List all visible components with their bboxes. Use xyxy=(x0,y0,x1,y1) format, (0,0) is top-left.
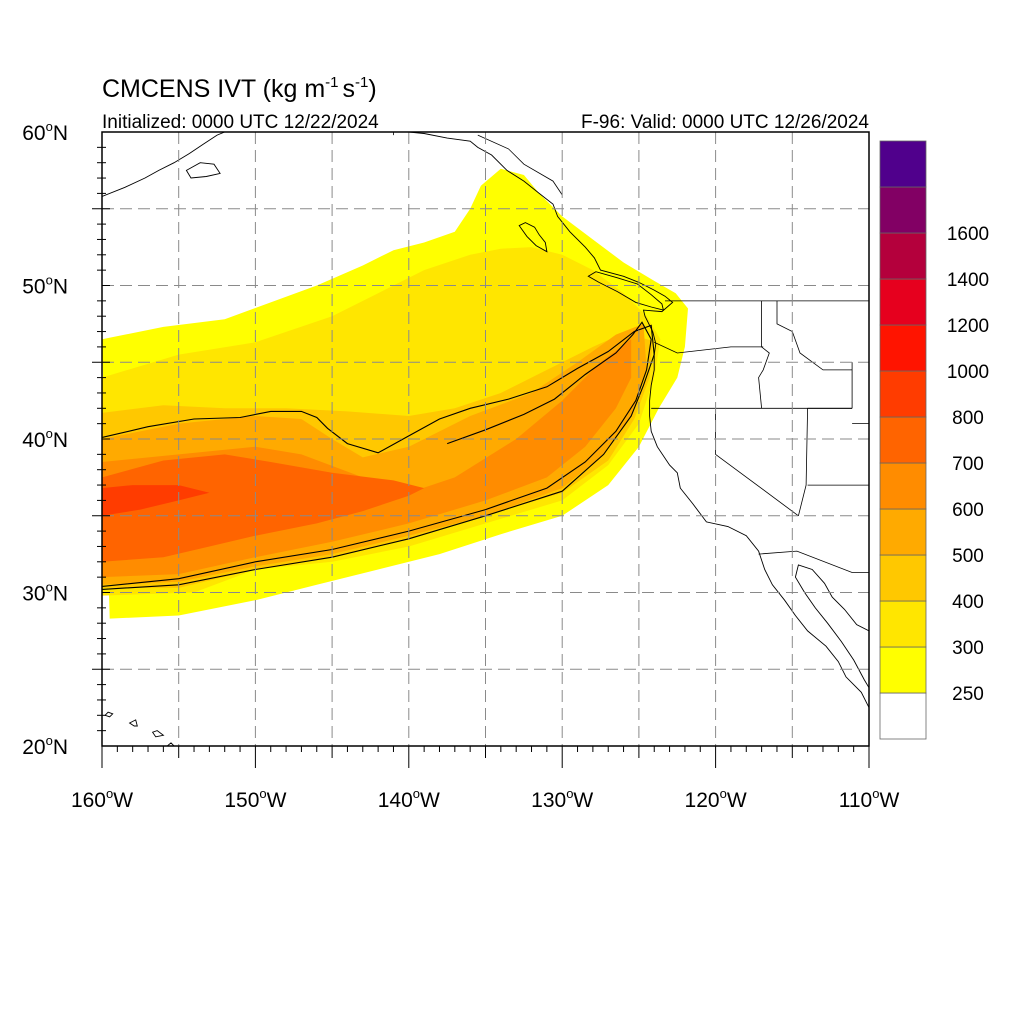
lon-label: 160oW xyxy=(71,786,133,812)
colorbar xyxy=(879,140,927,740)
lon-label: 110oW xyxy=(839,786,900,812)
colorbar-swatch xyxy=(879,416,927,464)
lat-lon-gridlines xyxy=(102,132,869,746)
coastline-haida-gwaii xyxy=(518,222,548,253)
boundary-line xyxy=(798,408,808,516)
ivt-band-700 xyxy=(102,454,425,562)
colorbar-swatch xyxy=(879,600,927,648)
lat-label: 20oN xyxy=(22,733,68,759)
colorbar-label: 800 xyxy=(952,408,984,429)
colorbar-swatch xyxy=(879,646,927,694)
lat-label: 40oN xyxy=(22,426,68,452)
colorbar-swatch xyxy=(879,554,927,602)
lon-label: 140oW xyxy=(378,786,440,812)
colorbar-swatch xyxy=(879,186,927,234)
latitude-tick-labels: 20oN 30oN 40oN 50oN 60oN xyxy=(22,119,68,759)
longitude-tick-labels: 160oW 150oW 140oW 130oW 120oW 110oW xyxy=(71,786,900,812)
coastline-vancouver-island xyxy=(587,271,665,311)
coastline-kodiak xyxy=(185,162,221,179)
boundary-line xyxy=(776,300,853,371)
colorbar-label: 1000 xyxy=(947,362,989,383)
colorbar-label: 1200 xyxy=(947,316,989,337)
coastline-hawaii-3 xyxy=(128,719,138,727)
colorbar-labels: 250 300 400 500 600 700 800 1000 1200 1400 1600 xyxy=(947,224,989,705)
colorbar-label: 700 xyxy=(952,454,984,475)
init-time-label: Initialized: 0000 UTC 12/22/2024 xyxy=(102,112,379,133)
coastline-hawaii-4 xyxy=(104,711,114,718)
colorbar-swatch xyxy=(879,508,927,556)
coastline-hawaii-1 xyxy=(166,742,175,746)
coastline-alaska-peninsula xyxy=(102,132,225,197)
colorbar-label: 300 xyxy=(952,638,984,659)
colorbar-swatch xyxy=(879,324,927,372)
axis-ticks xyxy=(92,131,870,768)
colorbar-label: 1400 xyxy=(947,270,989,291)
boundary-line xyxy=(654,341,764,354)
coastline-north-america xyxy=(408,132,869,708)
lat-label: 50oN xyxy=(22,273,68,299)
colorbar-label: 250 xyxy=(952,684,984,705)
colorbar-swatch xyxy=(879,462,927,510)
lat-label: 60oN xyxy=(22,119,68,145)
colorbar-label: 1600 xyxy=(947,224,989,245)
valid-time-label: F-96: Valid: 0000 UTC 12/26/2024 xyxy=(581,112,869,133)
boundary-line xyxy=(758,300,770,409)
colorbar-swatch xyxy=(879,370,927,418)
colorbar-label: 500 xyxy=(952,546,984,567)
coastline-hawaii-2 xyxy=(151,730,165,738)
colorbar-swatch xyxy=(879,692,927,740)
lat-label: 30oN xyxy=(22,580,68,606)
colorbar-label: 400 xyxy=(952,592,984,613)
lon-label: 130oW xyxy=(531,786,593,812)
coastline-outlines xyxy=(102,132,869,746)
colorbar-swatch xyxy=(879,232,927,280)
lon-label: 150oW xyxy=(224,786,286,812)
boundary-line xyxy=(477,134,563,196)
map-title: CMCENS IVT (kg m-1 s-1) xyxy=(102,74,377,103)
colorbar-swatch xyxy=(879,140,927,188)
lon-label: 120oW xyxy=(685,786,747,812)
colorbar-label: 600 xyxy=(952,500,984,521)
colorbar-swatch xyxy=(879,278,927,326)
ivt-band-800 xyxy=(102,485,210,516)
boundary-line xyxy=(758,550,869,573)
coastline-gulf-east xyxy=(794,564,869,688)
ivt-contour-500 xyxy=(102,321,652,587)
